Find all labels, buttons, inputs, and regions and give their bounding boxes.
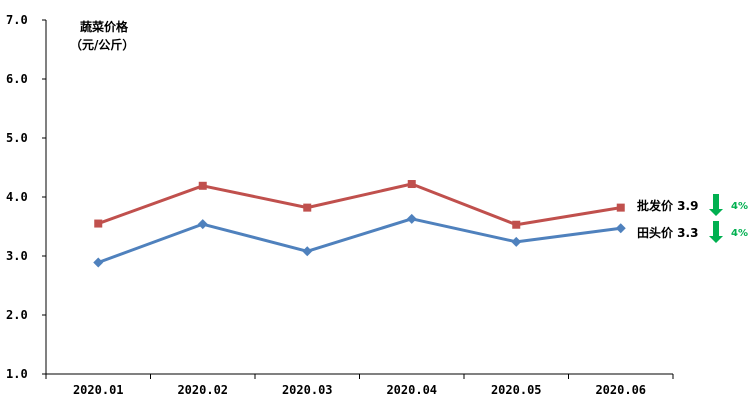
annotation-2: 田头价 3.3 4% — [637, 221, 748, 243]
data-point — [302, 246, 313, 257]
x-tick-label: 2020.06 — [595, 383, 646, 397]
x-tick-label: 2020.04 — [386, 383, 437, 397]
y-tick-label: 2.0 — [6, 308, 28, 322]
x-tick-label: 2020.05 — [491, 383, 542, 397]
annotation-1: 批发价 3.9 4% — [637, 194, 748, 216]
annotation-label: 田头价 3.3 — [637, 225, 698, 240]
data-point — [406, 213, 417, 224]
arrow-down-icon — [709, 194, 723, 216]
arrow-down-icon — [709, 221, 723, 243]
series-layer — [93, 180, 626, 268]
x-tick-label: 2020.03 — [282, 383, 333, 397]
data-point — [198, 181, 207, 190]
data-point — [197, 219, 208, 230]
data-point — [407, 180, 416, 189]
data-point — [512, 220, 521, 229]
annotation-label: 批发价 3.9 — [637, 198, 698, 213]
series-line — [97, 217, 621, 264]
y-axis-title-line2: （元/公斤） — [70, 37, 134, 52]
data-point — [616, 203, 625, 212]
annotations: 批发价 3.9 4% 田头价 3.3 4% — [637, 194, 748, 243]
y-tick-label: 1.0 — [6, 367, 28, 381]
data-point — [303, 203, 312, 212]
x-tick-label: 2020.02 — [177, 383, 228, 397]
data-point — [615, 223, 626, 234]
data-point — [94, 219, 103, 228]
data-point — [511, 236, 522, 247]
y-tick-label: 3.0 — [6, 249, 28, 263]
y-tick-label: 4.0 — [6, 190, 28, 204]
series-1 — [94, 180, 625, 229]
series-2 — [93, 213, 626, 268]
series-line — [97, 182, 621, 227]
y-axis-title-line1: 蔬菜价格 — [80, 19, 129, 34]
y-tick-label: 5.0 — [6, 131, 28, 145]
data-point — [93, 257, 104, 268]
y-tick-label: 7.0 — [6, 13, 28, 27]
annotation-change: 4% — [731, 228, 748, 239]
y-tick-label: 6.0 — [6, 72, 28, 86]
axes: 1.0 2.0 3.0 4.0 5.0 6.0 7.0 2020.01 2020.02 2020.… — [6, 13, 674, 397]
annotation-change: 4% — [731, 201, 748, 212]
x-tick-label: 2020.01 — [73, 383, 124, 397]
